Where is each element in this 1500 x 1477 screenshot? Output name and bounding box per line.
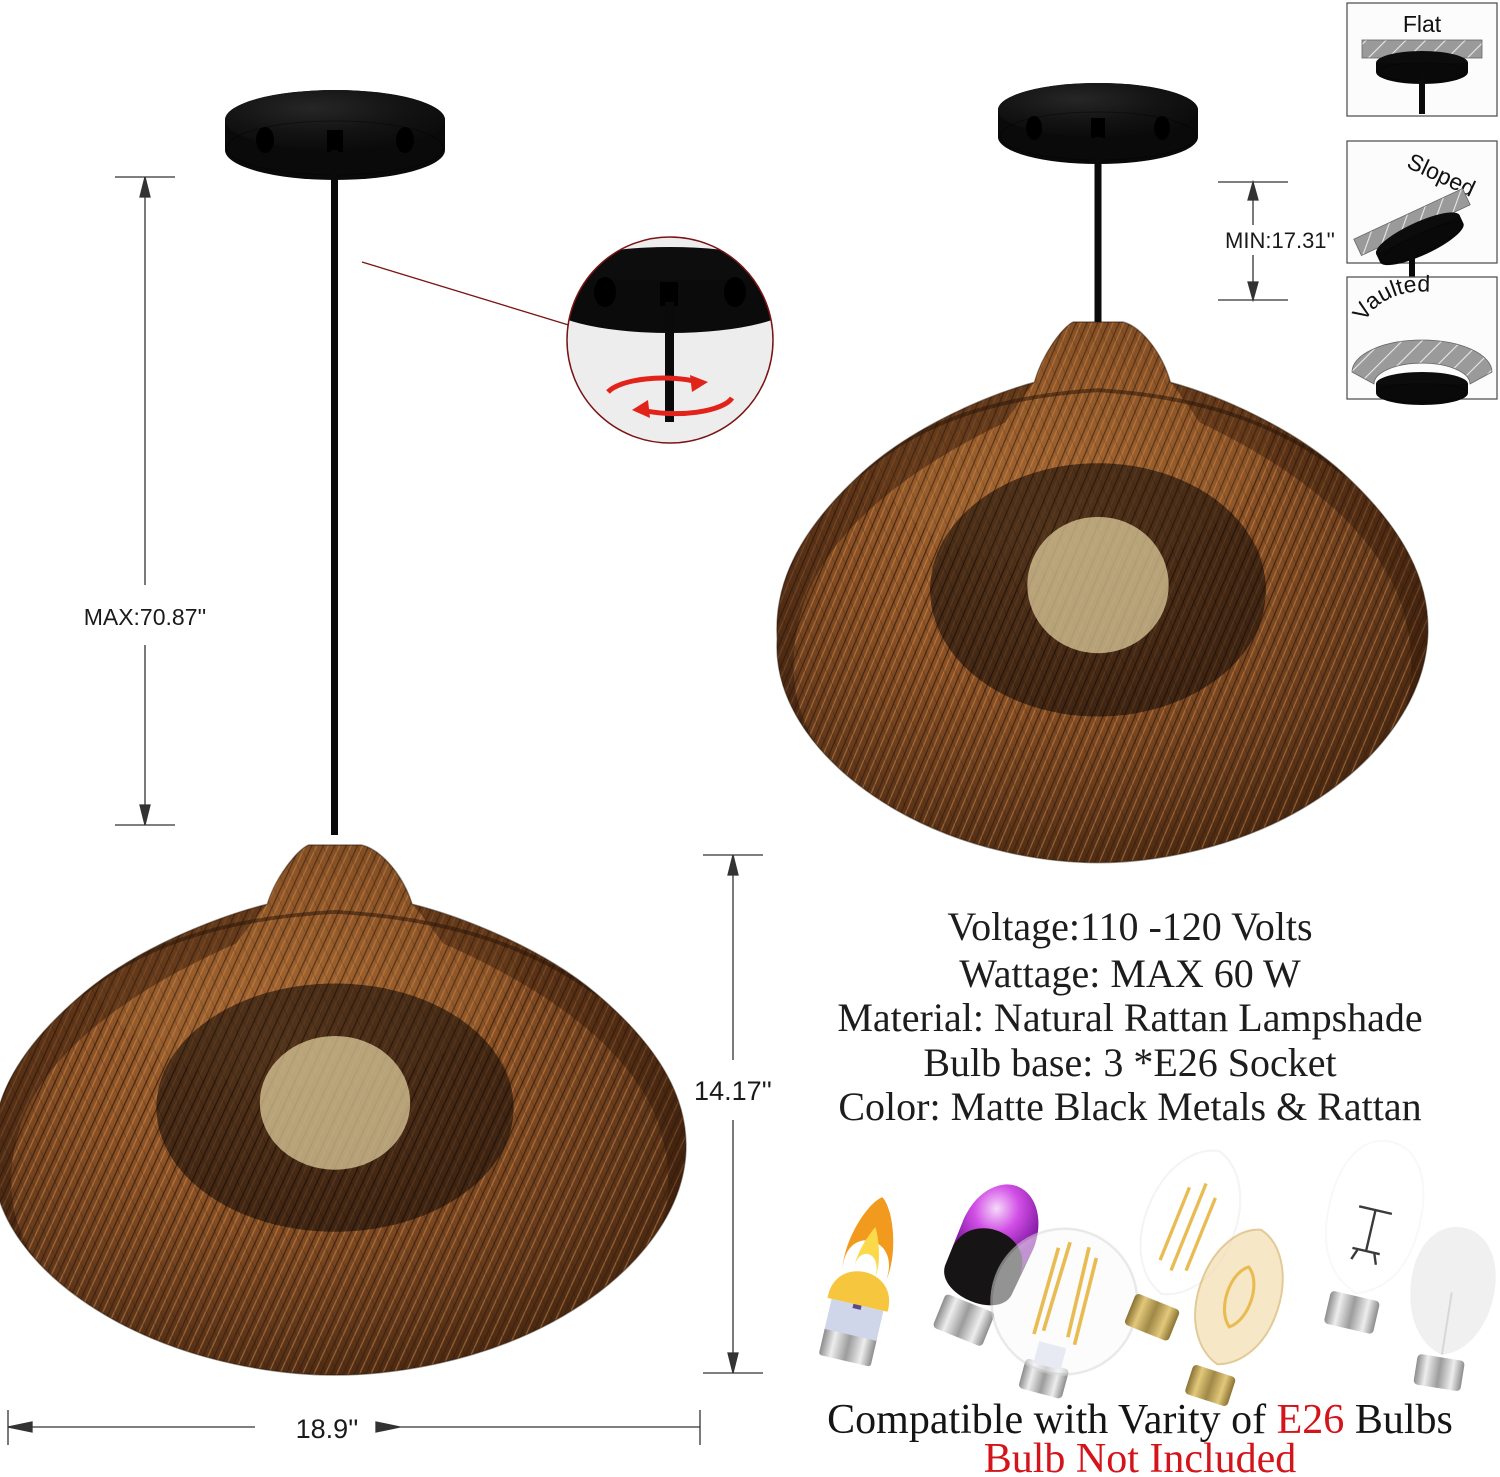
svg-text:18.9'': 18.9''	[296, 1414, 359, 1444]
svg-text:Wattage: MAX 60 W: Wattage: MAX 60 W	[959, 951, 1301, 996]
svg-text:MIN:17.31'': MIN:17.31''	[1225, 228, 1335, 253]
svg-text:Flat: Flat	[1403, 11, 1442, 37]
svg-text:Bulb base: 3 *E26 Socket: Bulb base: 3 *E26 Socket	[923, 1040, 1336, 1085]
svg-text:Bulb Not Included: Bulb Not Included	[984, 1436, 1297, 1477]
svg-text:14.17'': 14.17''	[694, 1076, 772, 1106]
svg-text:Material: Natural Rattan Lamps: Material: Natural Rattan Lampshade	[837, 995, 1422, 1040]
svg-text:MAX:70.87'': MAX:70.87''	[84, 604, 207, 630]
svg-text:Color: Matte Black Metals & Ra: Color: Matte Black Metals & Rattan	[838, 1084, 1421, 1129]
svg-text:Voltage:110 -120 Volts: Voltage:110 -120 Volts	[947, 904, 1312, 949]
